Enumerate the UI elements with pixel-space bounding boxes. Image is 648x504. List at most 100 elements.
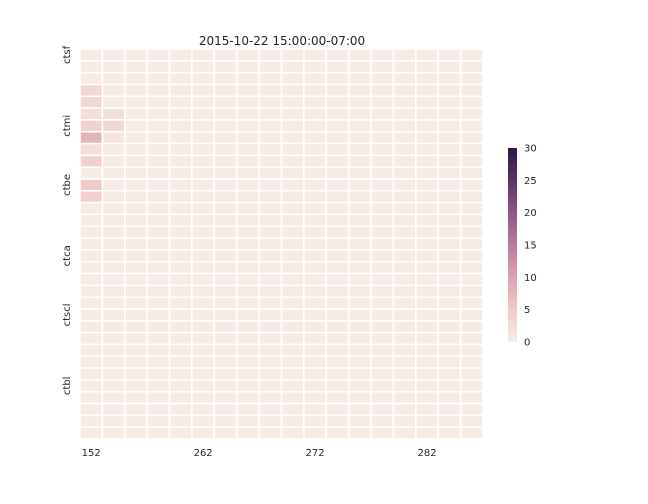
heatmap-cell: [280, 331, 305, 346]
heatmap-cell: [370, 308, 395, 322]
heatmap-cell: [101, 130, 126, 145]
heatmap-cell: [347, 284, 372, 298]
heatmap-cell: [168, 201, 193, 216]
heatmap-cell: [392, 107, 417, 121]
heatmap-cell: [235, 390, 260, 405]
heatmap-cell: [191, 60, 216, 74]
heatmap-cell: [325, 308, 350, 322]
heatmap-cell: [213, 296, 238, 310]
heatmap-cell: [146, 71, 171, 86]
heatmap-cell: [79, 237, 104, 251]
heatmap-cell: [101, 379, 126, 393]
heatmap-cell: [415, 402, 439, 417]
heatmap-cell: [235, 237, 260, 251]
heatmap-cell: [258, 48, 283, 62]
heatmap-cell: [235, 296, 260, 310]
heatmap-cell: [392, 260, 417, 275]
heatmap-cell: [459, 320, 484, 334]
heatmap-cell: [235, 48, 260, 62]
heatmap-cell: [370, 320, 395, 334]
heatmap-cell: [258, 355, 283, 369]
heatmap-cell: [235, 343, 260, 358]
heatmap-cell: [258, 390, 283, 405]
heatmap-cell: [235, 355, 260, 369]
heatmap-cell: [258, 225, 283, 239]
heatmap-cell: [392, 48, 417, 62]
heatmap-cell: [325, 166, 350, 180]
heatmap-cell: [101, 166, 126, 180]
heatmap-cell: [325, 60, 350, 74]
heatmap-cell: [101, 237, 126, 251]
heatmap-cell: [280, 308, 305, 322]
heatmap-cell: [235, 331, 260, 346]
heatmap-cell: [303, 320, 328, 334]
heatmap-cell: [459, 355, 484, 369]
heatmap-cell: [79, 320, 104, 334]
heatmap-cell: [415, 166, 439, 180]
heatmap-cell: [347, 414, 372, 428]
heatmap-cell: [191, 237, 216, 251]
heatmap-cell: [124, 355, 148, 369]
heatmap-cell: [415, 390, 439, 405]
colorbar: [508, 148, 517, 342]
heatmap-cell: [303, 225, 328, 239]
heatmap-cell: [124, 107, 148, 121]
heatmap-cell: [101, 272, 126, 287]
heatmap-cell: [415, 142, 439, 157]
x-tick-label: 282: [417, 448, 436, 459]
heatmap-cell: [303, 107, 328, 121]
heatmap-cell: [280, 83, 305, 98]
heatmap-cell: [437, 119, 462, 133]
heatmap-cell: [415, 426, 439, 440]
heatmap-cell: [437, 237, 462, 251]
heatmap-cell: [370, 260, 395, 275]
heatmap-cell: [235, 367, 260, 381]
heatmap-cell: [303, 343, 328, 358]
heatmap-cell: [392, 130, 417, 145]
heatmap-cell: [191, 107, 216, 121]
heatmap-cell: [191, 355, 216, 369]
x-tick-label: 152: [82, 448, 101, 459]
heatmap-cell: [415, 225, 439, 239]
heatmap-cell: [370, 296, 395, 310]
heatmap-cell: [325, 414, 350, 428]
heatmap-cell: [191, 119, 216, 133]
heatmap-cell: [168, 249, 193, 263]
heatmap-cell: [392, 426, 417, 440]
heatmap-cell: [459, 190, 484, 204]
heatmap-cell: [146, 355, 171, 369]
heatmap-cell: [370, 379, 395, 393]
heatmap-cell: [258, 260, 283, 275]
heatmap-cell: [213, 119, 238, 133]
heatmap-cell: [168, 178, 193, 192]
heatmap-cell: [437, 48, 462, 62]
heatmap-cell: [168, 71, 193, 86]
heatmap-cell: [459, 107, 484, 121]
heatmap-cell: [415, 379, 439, 393]
heatmap-cell: [415, 367, 439, 381]
heatmap-cell: [213, 107, 238, 121]
heatmap-cell: [213, 142, 238, 157]
heatmap-cell: [146, 60, 171, 74]
heatmap-cell: [370, 48, 395, 62]
heatmap-cell: [213, 95, 238, 109]
heatmap-cell: [124, 142, 148, 157]
heatmap-cell: [101, 355, 126, 369]
heatmap-cell: [235, 190, 260, 204]
heatmap-cell: [303, 166, 328, 180]
heatmap-cell: [459, 119, 484, 133]
heatmap-cell: [101, 331, 126, 346]
heatmap-cell: [235, 320, 260, 334]
heatmap-cell: [437, 272, 462, 287]
heatmap-cell: [168, 308, 193, 322]
heatmap-cell: [459, 331, 484, 346]
heatmap-cell: [258, 296, 283, 310]
heatmap-cell: [459, 402, 484, 417]
heatmap-cell: [101, 402, 126, 417]
heatmap-cell: [459, 379, 484, 393]
heatmap-cell: [101, 83, 126, 98]
heatmap-cell: [258, 308, 283, 322]
heatmap-cell: [79, 154, 104, 168]
heatmap-cell: [437, 402, 462, 417]
heatmap-cell: [370, 414, 395, 428]
